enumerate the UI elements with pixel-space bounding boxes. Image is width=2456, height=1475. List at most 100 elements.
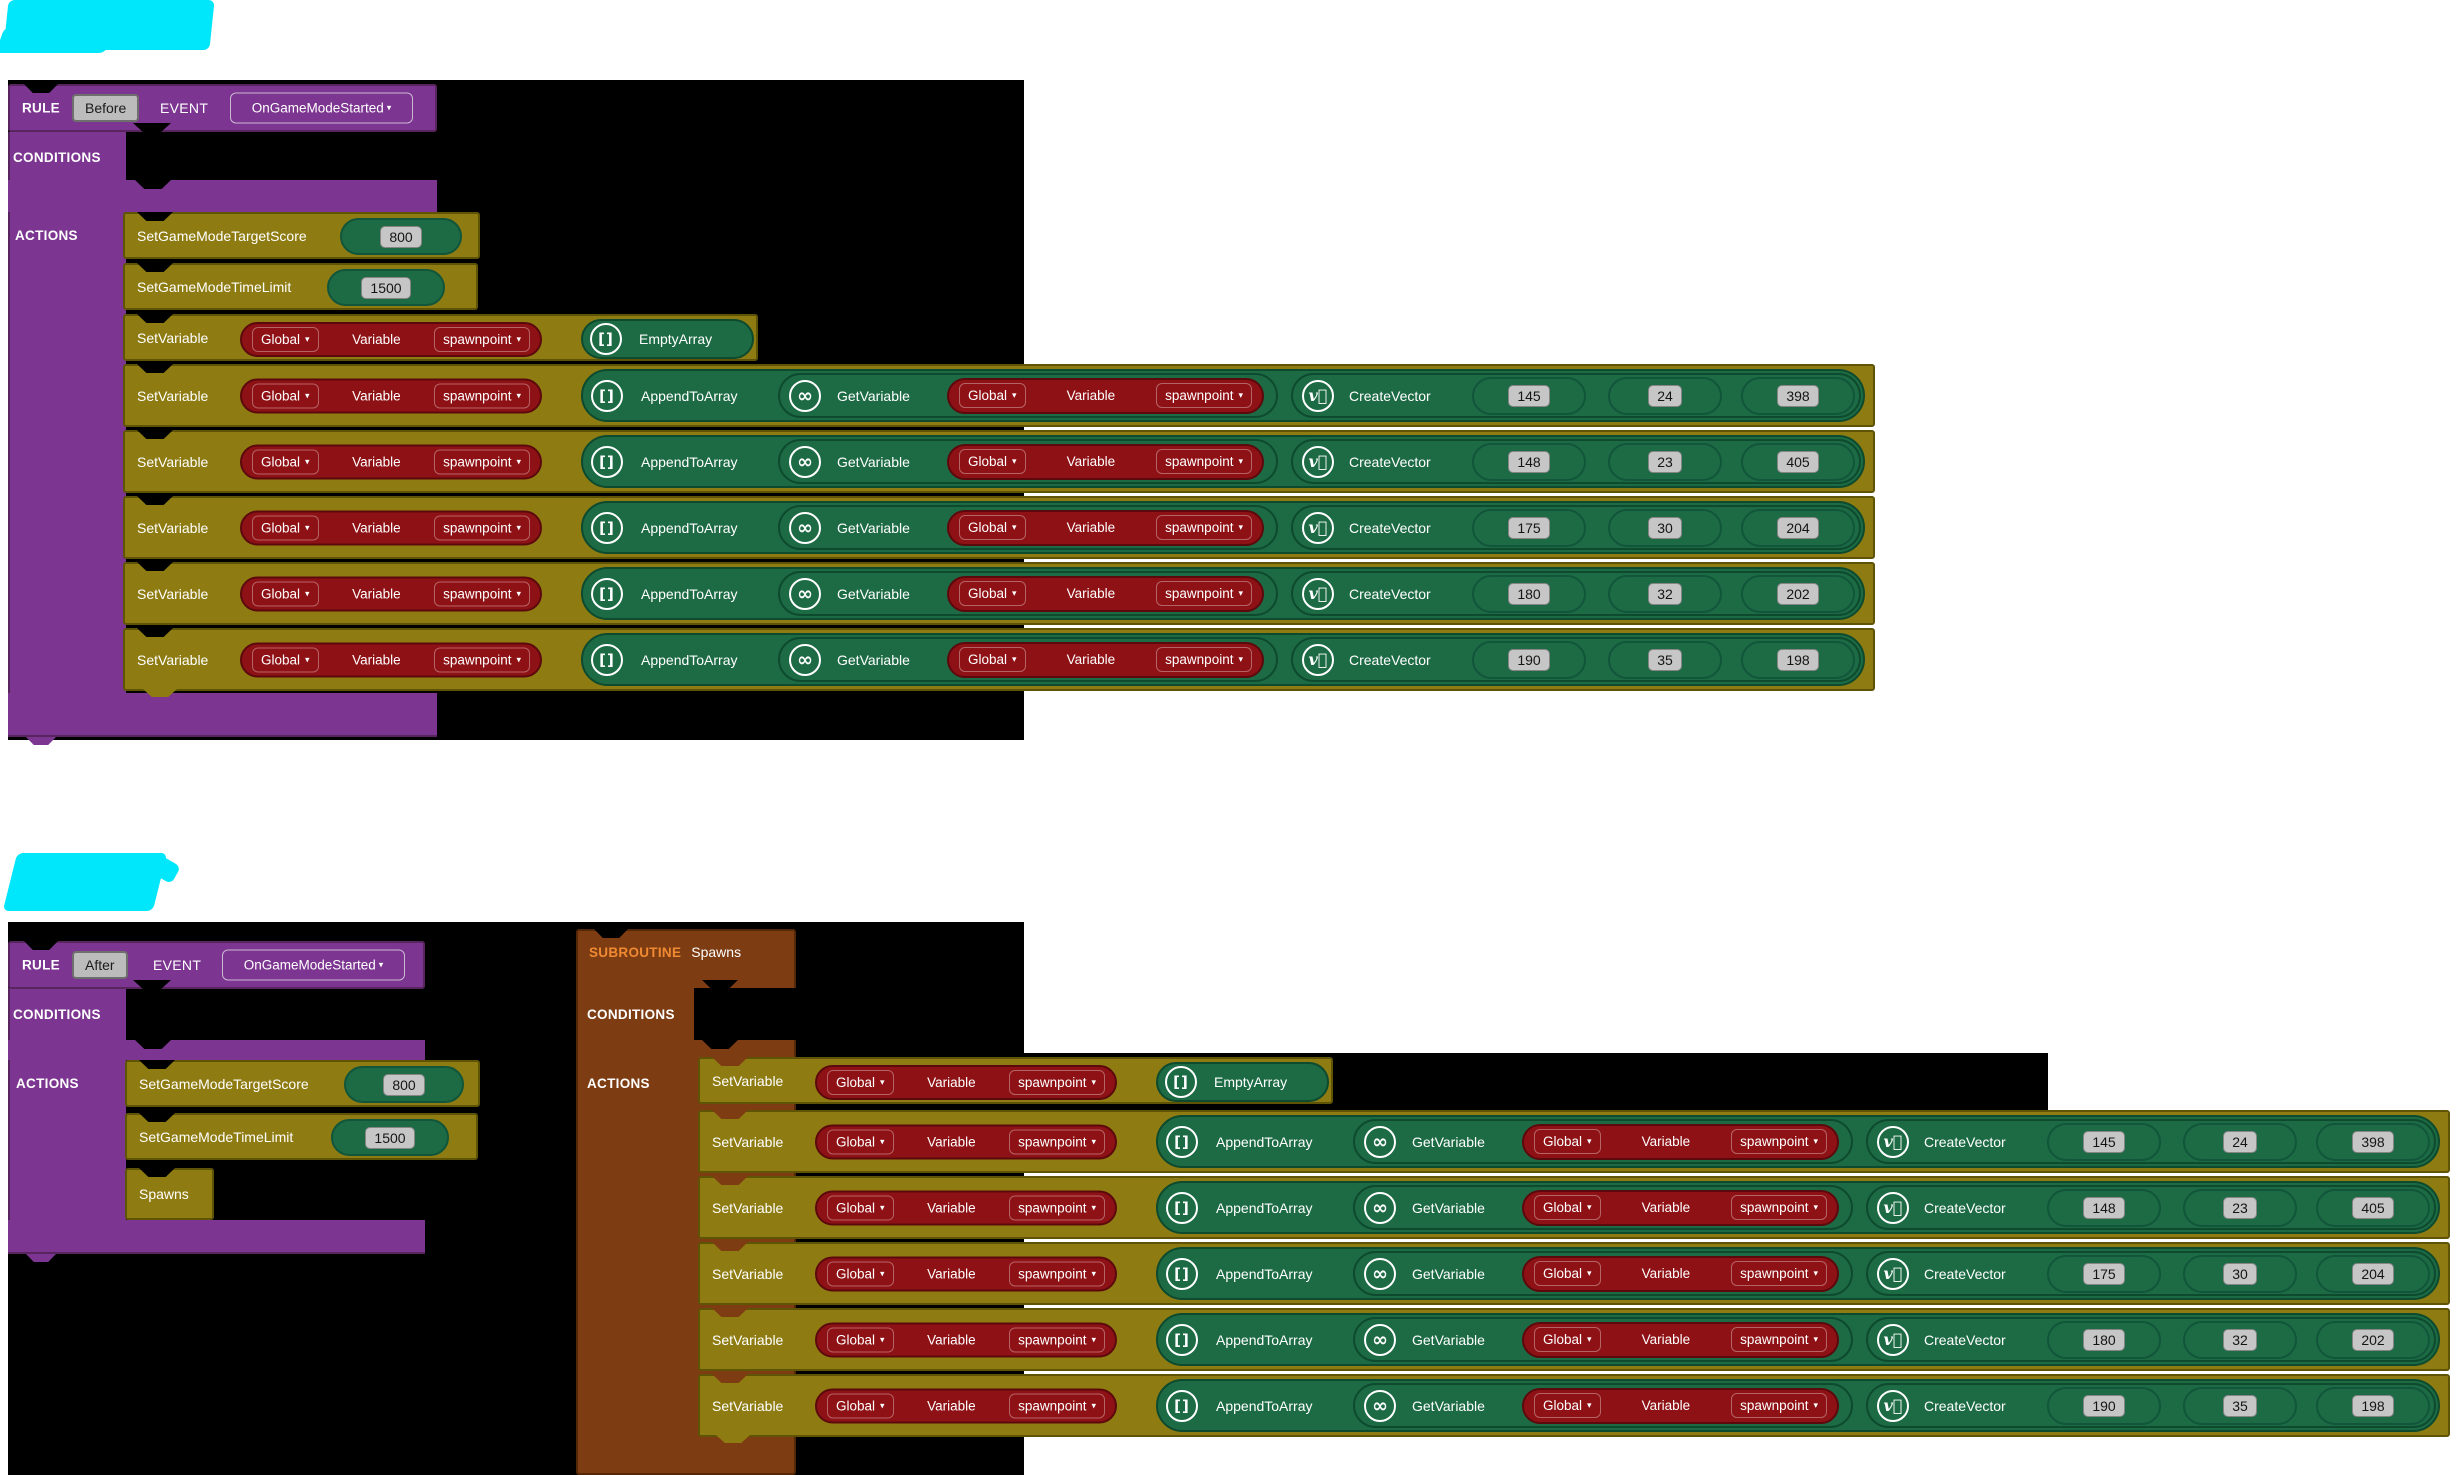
vector-arg-slot[interactable]: 190 <box>2047 1386 2161 1425</box>
scope-dropdown[interactable]: Global ▾ <box>1534 1393 1601 1418</box>
variable-selector-pill[interactable]: Global ▾ Variable spawnpoint ▾ <box>240 642 542 677</box>
append-to-array-pill[interactable]: [] AppendToArray ∞ GetVariable Global ▾ Variab… <box>1156 1313 2440 1366</box>
vector-arg-slot[interactable]: 145 <box>1472 376 1586 415</box>
scope-dropdown[interactable]: Global ▾ <box>252 449 319 474</box>
variable-name-dropdown[interactable]: spawnpoint ▾ <box>1731 1129 1827 1154</box>
create-vector-pill[interactable]: v⃗ CreateVector 180 32 202 <box>1291 571 1861 616</box>
vector-arg-field[interactable]: 148 <box>1508 450 1550 473</box>
vector-arg-field[interactable]: 24 <box>1648 384 1682 407</box>
vector-arg-slot[interactable]: 180 <box>1472 574 1586 613</box>
append-to-array-pill[interactable]: [] AppendToArray ∞ GetVariable Global ▾ Variab… <box>581 501 1865 554</box>
variable-selector-pill[interactable]: Global ▾ Variable spawnpoint ▾ <box>947 509 1264 546</box>
scope-dropdown[interactable]: Global ▾ <box>252 383 319 408</box>
number-arg-pill[interactable]: 1500 <box>331 1119 449 1156</box>
vector-arg-slot[interactable]: 405 <box>1741 442 1855 481</box>
vector-arg-slot[interactable]: 148 <box>2047 1188 2161 1227</box>
vector-arg-field[interactable]: 202 <box>2352 1328 2394 1351</box>
vector-arg-slot[interactable]: 175 <box>2047 1254 2161 1293</box>
scope-dropdown[interactable]: Global ▾ <box>959 581 1026 606</box>
vector-arg-field[interactable]: 23 <box>1648 450 1682 473</box>
vector-arg-field[interactable]: 30 <box>2223 1262 2257 1285</box>
create-vector-pill[interactable]: v⃗ CreateVector 175 30 204 <box>1291 505 1861 550</box>
vector-arg-field[interactable]: 405 <box>2352 1196 2394 1219</box>
vector-arg-slot[interactable]: 398 <box>2316 1122 2430 1161</box>
variable-selector-pill[interactable]: Global ▾ Variable spawnpoint ▾ <box>240 444 542 479</box>
block-set-target-score[interactable]: SetGameModeTargetScore 800 <box>125 1060 480 1107</box>
create-vector-pill[interactable]: v⃗ CreateVector 175 30 204 <box>1866 1251 2436 1296</box>
vector-arg-field[interactable]: 32 <box>2223 1328 2257 1351</box>
block-setvariable-appendtoarray[interactable]: SetVariable Global ▾ Variable spawnpoint ▾ [] A… <box>698 1110 2450 1173</box>
scope-dropdown[interactable]: Global ▾ <box>827 1261 894 1286</box>
vector-arg-field[interactable]: 180 <box>2083 1328 2125 1351</box>
vector-arg-field[interactable]: 35 <box>2223 1394 2257 1417</box>
vector-arg-field[interactable]: 145 <box>2083 1130 2125 1153</box>
scope-dropdown[interactable]: Global ▾ <box>252 515 319 540</box>
block-set-target-score[interactable]: SetGameModeTargetScore 800 <box>123 212 480 259</box>
variable-name-dropdown[interactable]: spawnpoint ▾ <box>1156 647 1252 672</box>
vector-arg-slot[interactable]: 24 <box>1608 376 1722 415</box>
scope-dropdown[interactable]: Global ▾ <box>959 515 1026 540</box>
variable-selector-pill[interactable]: Global ▾ Variable spawnpoint ▾ <box>240 378 542 413</box>
create-vector-pill[interactable]: v⃗ CreateVector 148 23 405 <box>1291 439 1861 484</box>
get-variable-pill[interactable]: ∞ GetVariable Global ▾ Variable spawnpoint ▾ <box>778 373 1278 418</box>
vector-arg-field[interactable]: 148 <box>2083 1196 2125 1219</box>
event-dropdown[interactable]: OnGameModeStarted ▾ <box>230 92 413 124</box>
variable-name-dropdown[interactable]: spawnpoint ▾ <box>1156 383 1252 408</box>
vector-arg-field[interactable]: 145 <box>1508 384 1550 407</box>
variable-selector-pill[interactable]: Global ▾ Variable spawnpoint ▾ <box>1522 1255 1839 1292</box>
number-arg-pill[interactable]: 800 <box>340 218 462 255</box>
create-vector-pill[interactable]: v⃗ CreateVector 145 24 398 <box>1866 1119 2436 1164</box>
vector-arg-slot[interactable]: 30 <box>2183 1254 2297 1293</box>
variable-name-dropdown[interactable]: spawnpoint ▾ <box>1156 449 1252 474</box>
vector-arg-slot[interactable]: 175 <box>1472 508 1586 547</box>
variable-name-dropdown[interactable]: spawnpoint ▾ <box>1009 1327 1105 1352</box>
variable-name-dropdown[interactable]: spawnpoint ▾ <box>1731 1195 1827 1220</box>
scope-dropdown[interactable]: Global ▾ <box>827 1129 894 1154</box>
variable-name-dropdown[interactable]: spawnpoint ▾ <box>1731 1261 1827 1286</box>
block-setvariable-appendtoarray[interactable]: SetVariable Global ▾ Variable spawnpoint ▾ [] A… <box>698 1374 2450 1437</box>
append-to-array-pill[interactable]: [] AppendToArray ∞ GetVariable Global ▾ Variab… <box>581 567 1865 620</box>
variable-selector-pill[interactable]: Global ▾ Variable spawnpoint ▾ <box>947 575 1264 612</box>
vector-arg-field[interactable]: 398 <box>1777 384 1819 407</box>
vector-arg-slot[interactable]: 204 <box>2316 1254 2430 1293</box>
scope-dropdown[interactable]: Global ▾ <box>1534 1195 1601 1220</box>
number-field[interactable]: 1500 <box>361 276 411 299</box>
create-vector-pill[interactable]: v⃗ CreateVector 190 35 198 <box>1866 1383 2436 1428</box>
vector-arg-field[interactable]: 175 <box>2083 1262 2125 1285</box>
vector-arg-field[interactable]: 35 <box>1648 648 1682 671</box>
scope-dropdown[interactable]: Global ▾ <box>252 647 319 672</box>
create-vector-pill[interactable]: v⃗ CreateVector 190 35 198 <box>1291 637 1861 682</box>
rule-header[interactable]: RULE After EVENT OnGameModeStarted ▾ <box>8 941 425 989</box>
create-vector-pill[interactable]: v⃗ CreateVector 180 32 202 <box>1866 1317 2436 1362</box>
append-to-array-pill[interactable]: [] AppendToArray ∞ GetVariable Global ▾ Variab… <box>1156 1247 2440 1300</box>
block-setvariable-appendtoarray[interactable]: SetVariable Global ▾ Variable spawnpoint ▾ [] A… <box>698 1308 2450 1371</box>
variable-selector-pill[interactable]: Global ▾ Variable spawnpoint ▾ <box>947 641 1264 678</box>
create-vector-pill[interactable]: v⃗ CreateVector 148 23 405 <box>1866 1185 2436 1230</box>
scope-dropdown[interactable]: Global ▾ <box>1534 1129 1601 1154</box>
scope-dropdown[interactable]: Global ▾ <box>1534 1327 1601 1352</box>
variable-selector-pill[interactable]: Global ▾ Variable spawnpoint ▾ <box>815 1322 1117 1357</box>
block-setvariable-appendtoarray[interactable]: SetVariable Global ▾ Variable spawnpoint ▾ [] A… <box>123 496 1875 559</box>
vector-arg-field[interactable]: 175 <box>1508 516 1550 539</box>
variable-name-dropdown[interactable]: spawnpoint ▾ <box>1009 1195 1105 1220</box>
get-variable-pill[interactable]: ∞ GetVariable Global ▾ Variable spawnpoint ▾ <box>778 571 1278 616</box>
scope-dropdown[interactable]: Global ▾ <box>827 1393 894 1418</box>
variable-selector-pill[interactable]: Global ▾ Variable spawnpoint ▾ <box>815 1190 1117 1225</box>
variable-selector-pill[interactable]: Global ▾ Variable spawnpoint ▾ <box>1522 1321 1839 1358</box>
variable-selector-pill[interactable]: Global ▾ Variable spawnpoint ▾ <box>815 1124 1117 1159</box>
number-arg-pill[interactable]: 800 <box>344 1066 464 1103</box>
vector-arg-field[interactable]: 198 <box>2352 1394 2394 1417</box>
scope-dropdown[interactable]: Global ▾ <box>827 1195 894 1220</box>
vector-arg-slot[interactable]: 148 <box>1472 442 1586 481</box>
vector-arg-slot[interactable]: 398 <box>1741 376 1855 415</box>
append-to-array-pill[interactable]: [] AppendToArray ∞ GetVariable Global ▾ Variab… <box>1156 1379 2440 1432</box>
variable-name-dropdown[interactable]: spawnpoint ▾ <box>434 327 530 352</box>
number-field[interactable]: 800 <box>380 225 422 248</box>
number-arg-pill[interactable]: 1500 <box>327 269 445 306</box>
rule-mode-button[interactable]: Before <box>72 94 140 122</box>
rule-header[interactable]: RULE Before EVENT OnGameModeStarted ▾ <box>8 84 437 132</box>
block-setvariable-emptyarray[interactable]: SetVariable Global ▾ Variable spawnpoint ▾ [] E… <box>123 314 758 361</box>
variable-name-dropdown[interactable]: spawnpoint ▾ <box>434 383 530 408</box>
variable-selector-pill[interactable]: Global ▾ Variable spawnpoint ▾ <box>240 322 542 357</box>
get-variable-pill[interactable]: ∞ GetVariable Global ▾ Variable spawnpoint ▾ <box>1353 1251 1853 1296</box>
